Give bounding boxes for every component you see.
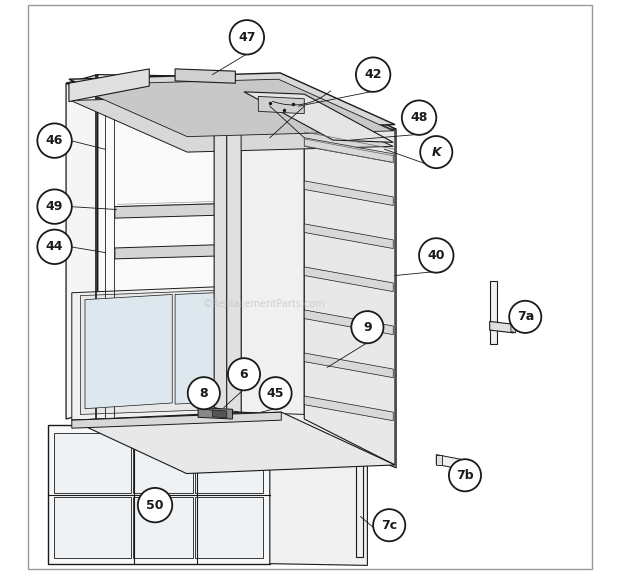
Polygon shape bbox=[115, 202, 278, 218]
Polygon shape bbox=[81, 288, 273, 414]
Polygon shape bbox=[66, 75, 97, 419]
FancyArrowPatch shape bbox=[272, 91, 331, 105]
Circle shape bbox=[420, 136, 453, 168]
Polygon shape bbox=[490, 281, 497, 344]
Circle shape bbox=[260, 377, 291, 409]
Circle shape bbox=[356, 57, 391, 92]
Text: 42: 42 bbox=[365, 68, 382, 81]
Text: 7c: 7c bbox=[381, 519, 397, 532]
Circle shape bbox=[352, 311, 384, 343]
Polygon shape bbox=[71, 95, 393, 152]
Polygon shape bbox=[175, 69, 236, 83]
Polygon shape bbox=[71, 79, 393, 137]
Text: 50: 50 bbox=[146, 499, 164, 511]
Polygon shape bbox=[304, 396, 393, 421]
Text: 7b: 7b bbox=[456, 469, 474, 482]
Polygon shape bbox=[54, 497, 131, 558]
Polygon shape bbox=[244, 92, 393, 142]
Polygon shape bbox=[69, 69, 149, 102]
Polygon shape bbox=[304, 267, 393, 292]
Circle shape bbox=[419, 238, 453, 273]
Circle shape bbox=[37, 189, 72, 224]
Polygon shape bbox=[213, 410, 227, 418]
Polygon shape bbox=[69, 73, 395, 131]
Polygon shape bbox=[304, 90, 395, 465]
Text: 45: 45 bbox=[267, 387, 285, 400]
Polygon shape bbox=[133, 497, 193, 558]
Polygon shape bbox=[270, 425, 368, 565]
Polygon shape bbox=[66, 77, 396, 136]
Polygon shape bbox=[281, 77, 396, 468]
Polygon shape bbox=[198, 408, 232, 419]
Polygon shape bbox=[304, 181, 393, 205]
Polygon shape bbox=[490, 321, 514, 333]
Polygon shape bbox=[72, 412, 281, 428]
Polygon shape bbox=[115, 243, 278, 259]
Polygon shape bbox=[195, 433, 263, 493]
Polygon shape bbox=[72, 284, 281, 420]
Circle shape bbox=[228, 358, 260, 390]
Polygon shape bbox=[304, 310, 393, 335]
Polygon shape bbox=[304, 138, 393, 162]
Circle shape bbox=[188, 377, 220, 409]
Text: 44: 44 bbox=[46, 241, 63, 253]
Polygon shape bbox=[436, 455, 461, 469]
Polygon shape bbox=[511, 321, 515, 333]
Text: K: K bbox=[432, 146, 441, 158]
Polygon shape bbox=[85, 294, 172, 409]
Circle shape bbox=[37, 123, 72, 158]
Text: ©ReplacementParts.com: ©ReplacementParts.com bbox=[203, 299, 326, 309]
Polygon shape bbox=[175, 290, 267, 404]
Polygon shape bbox=[97, 75, 281, 420]
Text: 7a: 7a bbox=[516, 311, 534, 323]
Polygon shape bbox=[72, 412, 395, 474]
Polygon shape bbox=[227, 86, 241, 412]
Polygon shape bbox=[214, 83, 227, 410]
Text: 9: 9 bbox=[363, 321, 372, 333]
Circle shape bbox=[138, 488, 172, 522]
Text: 8: 8 bbox=[200, 387, 208, 400]
Polygon shape bbox=[48, 425, 270, 564]
Polygon shape bbox=[352, 451, 368, 456]
Text: 49: 49 bbox=[46, 200, 63, 213]
Text: 46: 46 bbox=[46, 134, 63, 147]
Polygon shape bbox=[259, 96, 304, 114]
Polygon shape bbox=[133, 433, 193, 493]
Circle shape bbox=[449, 459, 481, 491]
Text: 40: 40 bbox=[428, 249, 445, 262]
Text: 47: 47 bbox=[238, 31, 255, 44]
Text: 48: 48 bbox=[410, 111, 428, 124]
Polygon shape bbox=[356, 451, 363, 557]
Circle shape bbox=[402, 100, 436, 135]
Polygon shape bbox=[304, 353, 393, 378]
Polygon shape bbox=[241, 88, 304, 414]
Circle shape bbox=[509, 301, 541, 333]
Polygon shape bbox=[195, 497, 263, 558]
Circle shape bbox=[373, 509, 405, 541]
Polygon shape bbox=[436, 455, 442, 465]
Circle shape bbox=[229, 20, 264, 55]
Polygon shape bbox=[54, 433, 131, 493]
Polygon shape bbox=[304, 224, 393, 249]
Circle shape bbox=[37, 230, 72, 264]
Text: 6: 6 bbox=[240, 368, 248, 381]
